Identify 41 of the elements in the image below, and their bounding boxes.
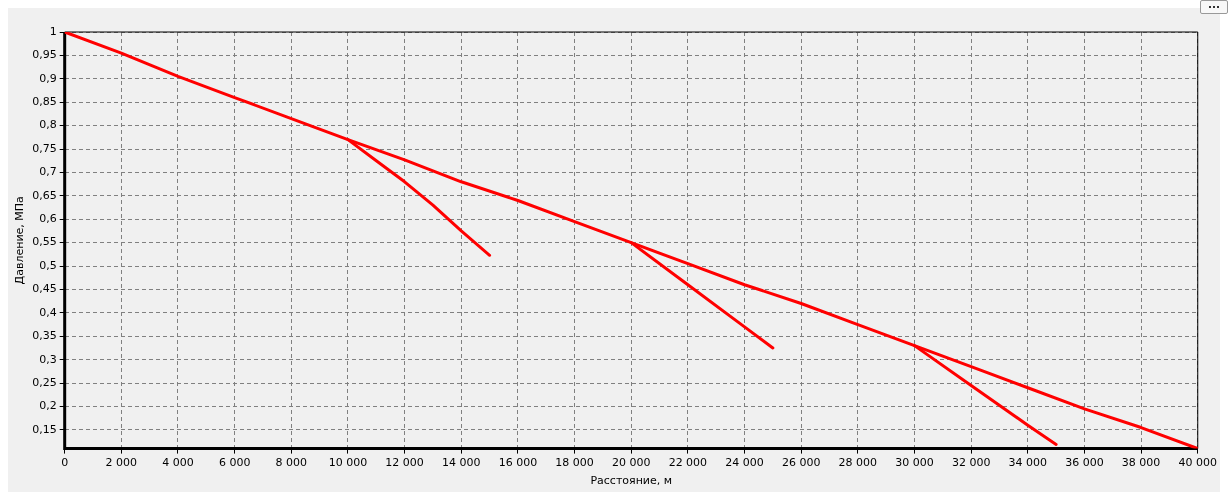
y-tick-label: 0,35 — [32, 329, 57, 343]
y-tick-label: 0,8 — [39, 118, 57, 132]
x-tick-label: 40 000 — [1178, 456, 1218, 470]
y-tick-label: 0,85 — [32, 95, 57, 109]
x-tick-label: 6 000 — [218, 456, 251, 470]
x-tick-label: 38 000 — [1121, 456, 1161, 470]
x-tick-label: 22 000 — [668, 456, 708, 470]
x-tick-label: 12 000 — [385, 456, 424, 470]
y-tick-label: 0,65 — [32, 188, 57, 202]
x-tick-label: 10 000 — [328, 456, 368, 470]
x-tick-label: 8 000 — [275, 456, 308, 470]
y-tick-label: 0,9 — [39, 71, 57, 85]
x-tick-label: 0 — [61, 456, 69, 470]
x-tick-label: 34 000 — [1008, 456, 1048, 470]
y-tick-label: 0,3 — [39, 352, 57, 366]
y-tick-label: 0,4 — [39, 305, 57, 319]
x-axis-title: Расстояние, м — [590, 474, 673, 488]
x-tick-label: 14 000 — [442, 456, 481, 470]
x-tick-label: 2 000 — [105, 456, 138, 470]
y-tick-label: 0,75 — [32, 141, 57, 155]
y-tick-label: 0,95 — [32, 48, 57, 62]
y-tick-label: 0,25 — [32, 375, 57, 389]
y-axis-title: Давление, МПа — [13, 196, 27, 285]
x-tick-label: 24 000 — [725, 456, 764, 470]
y-tick-label: 0,2 — [39, 399, 57, 413]
x-tick-label: 36 000 — [1065, 456, 1104, 470]
x-tick-label: 28 000 — [838, 456, 878, 470]
x-tick-label: 4 000 — [162, 456, 194, 470]
y-tick-label: 0,5 — [39, 258, 57, 272]
x-tick-label: 16 000 — [498, 456, 538, 470]
x-tick-label: 20 000 — [611, 456, 651, 470]
y-tick-label: 1 — [49, 24, 57, 38]
y-tick-label: 0,45 — [32, 282, 57, 296]
y-tick-label: 0,55 — [32, 235, 57, 249]
x-tick-label: 18 000 — [555, 456, 594, 470]
x-tick-label: 32 000 — [951, 456, 991, 470]
y-tick-label: 0,7 — [39, 165, 57, 179]
x-tick-label: 30 000 — [895, 456, 934, 470]
y-tick-label: 0,15 — [32, 422, 57, 436]
y-tick-label: 0,6 — [39, 212, 57, 226]
x-tick-label: 26 000 — [781, 456, 821, 470]
